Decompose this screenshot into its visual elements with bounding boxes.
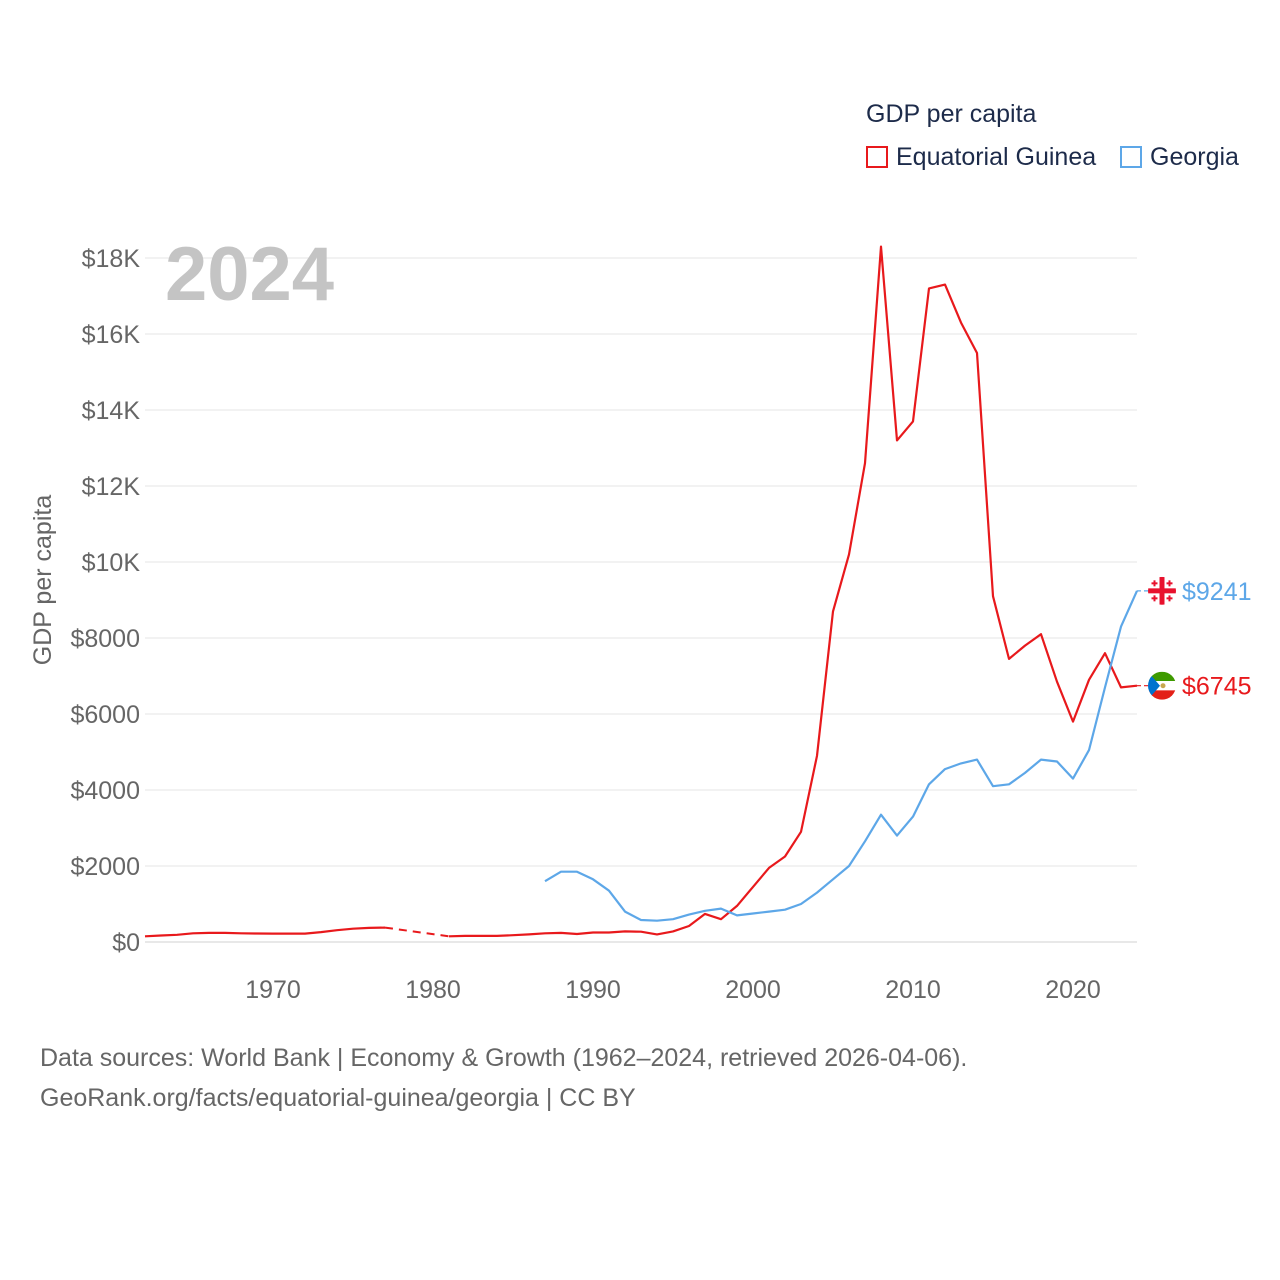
y-axis-label: GDP per capita [29,495,57,666]
georgia-flag-icon [1148,576,1176,605]
legend-label-equatorial-guinea: Equatorial Guinea [896,142,1097,171]
series-line-georgia [544,590,1139,922]
series-lines [144,245,1150,938]
footer-attribution[interactable]: GeoRank.org/facts/equatorial-guinea/geor… [40,1084,636,1112]
y-tick-label: $2000 [70,853,140,881]
y-tick-label: $6000 [70,701,140,729]
end-value-label: $9241 [1182,578,1252,606]
x-tick-label: 2020 [1045,976,1101,1004]
end-value-label: $6745 [1182,673,1252,701]
y-tick-label: $8000 [70,625,140,653]
x-tick-label: 1990 [565,976,621,1004]
x-tick-label: 1980 [405,976,461,1004]
legend-item-georgia[interactable]: Georgia [1120,142,1239,172]
y-tick-label: $18K [82,245,141,273]
year-watermark: 2024 [165,232,334,317]
x-axis-ticks: 1970 1980 1990 2000 2010 2020 [245,976,1101,1004]
series-gap-equatorial-guinea [384,926,450,938]
y-tick-label: $10K [82,549,141,577]
series-line-equatorial-guinea [448,245,1138,938]
x-tick-label: 1970 [245,976,301,1004]
legend-label-georgia: Georgia [1150,142,1239,171]
legend-swatch-georgia [1120,146,1142,168]
y-axis-ticks: $0 $2000 $4000 $6000 $8000 $10K $12K $14K $16K $1… [70,245,140,957]
x-tick-label: 2000 [725,976,781,1004]
end-labels: $6745 $9241 [1148,576,1252,701]
legend-title: GDP per capita [866,100,1037,128]
series-line-equatorial-guinea [144,926,386,938]
legend-swatch-equatorial-guinea [866,146,888,168]
legend-item-equatorial-guinea[interactable]: Equatorial Guinea [866,142,1096,172]
equatorial-guinea-flag-icon [1148,671,1176,700]
footer-sources: Data sources: World Bank | Economy & Gro… [40,1044,968,1072]
y-tick-label: $12K [82,473,141,501]
x-tick-label: 2010 [885,976,941,1004]
y-tick-label: $16K [82,321,141,349]
y-tick-label: $0 [112,929,140,957]
gridlines [145,257,1137,943]
y-tick-label: $14K [82,397,141,425]
y-tick-label: $4000 [70,777,140,805]
